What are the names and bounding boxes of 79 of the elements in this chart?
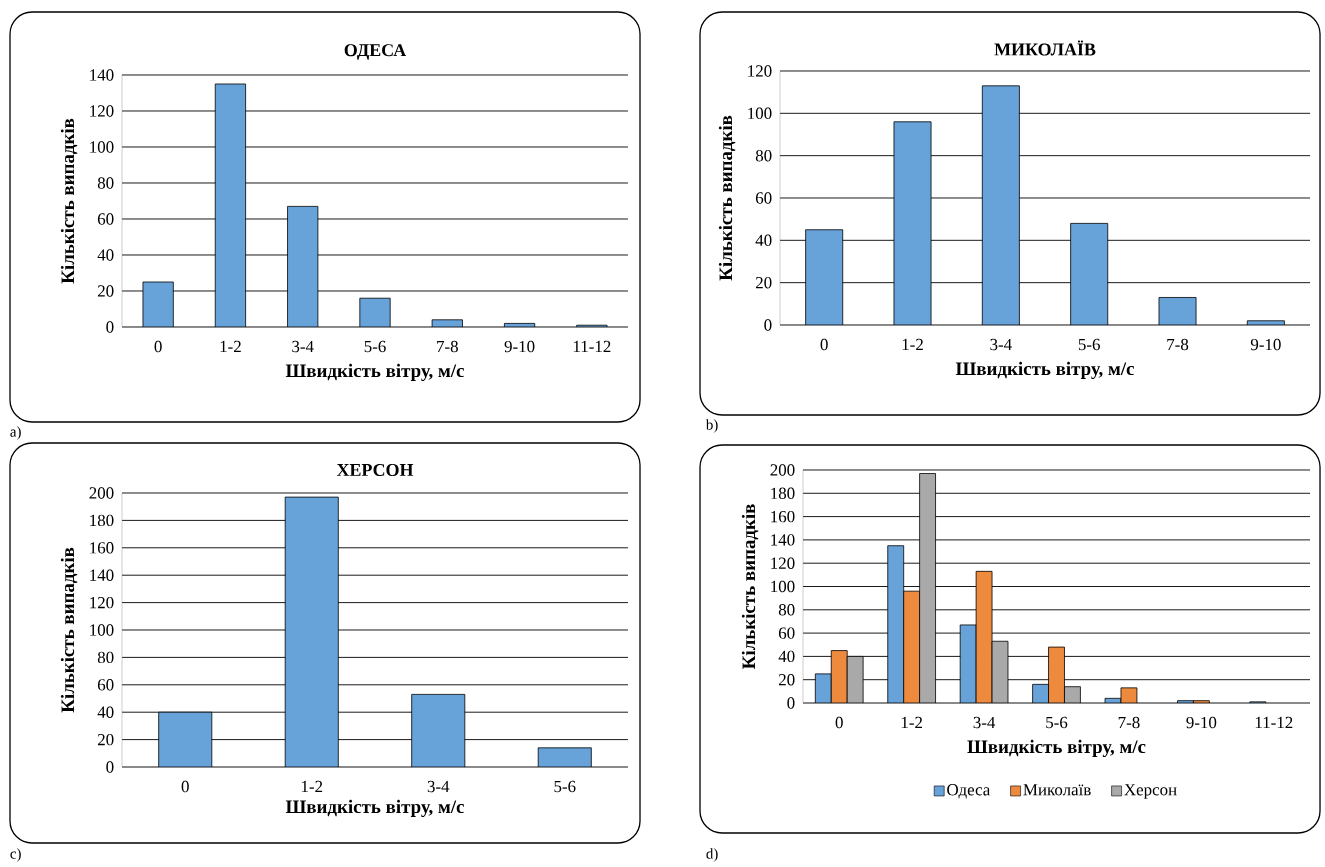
x-tick-label: 5-6 <box>1078 338 1100 351</box>
y-tick-label: 200 <box>770 464 795 476</box>
y-tick-label: 60 <box>97 213 114 225</box>
chart-title: МИКОЛАЇВ <box>994 40 1096 56</box>
x-tick-label: 9-10 <box>504 340 535 353</box>
x-tick-label: 1-2 <box>901 716 923 728</box>
chart-title: ХЕРСОН <box>336 463 414 476</box>
y-tick-label: 140 <box>771 533 795 546</box>
x-tick-label: 7-8 <box>1118 716 1140 729</box>
y-tick-label: 40 <box>778 650 795 662</box>
y-tick-label: 120 <box>90 596 114 609</box>
y-tick-label: 180 <box>90 514 114 526</box>
y-tick-label: 0 <box>787 697 795 709</box>
y-tick-label: 80 <box>778 603 795 616</box>
y-axis-title: Кількість випадків <box>60 118 78 284</box>
y-tick-label: 20 <box>97 733 114 746</box>
text: c) <box>10 848 21 862</box>
x-tick-label: 3-4 <box>973 716 996 729</box>
y-tick-label: 20 <box>755 276 772 289</box>
y-axis-title: Кількість випадків <box>741 504 759 669</box>
y-tick-label: 100 <box>90 624 114 636</box>
y-tick-label: 60 <box>97 678 114 691</box>
x-tick-label: 3-4 <box>427 780 450 793</box>
y-axis-title: Кількість випадків <box>718 115 736 281</box>
x-tick-label: 7-8 <box>1167 338 1189 351</box>
y-tick-label: 60 <box>778 627 795 639</box>
x-tick-label: 5-6 <box>1046 716 1068 729</box>
x-tick-label: 1-2 <box>220 340 241 352</box>
y-tick-label: 0 <box>106 761 114 773</box>
legend-label: Одеса <box>947 783 991 799</box>
x-tick-label: 5-6 <box>554 780 576 793</box>
x-tick-label: 11-12 <box>1255 716 1293 728</box>
y-tick-label: 100 <box>748 107 772 119</box>
x-axis-title: Швидкість вітру, м/с <box>955 361 1134 379</box>
y-tick-label: 100 <box>771 580 795 593</box>
y-tick-label: 140 <box>90 569 114 581</box>
x-axis-title: Швидкість вітру, м/с <box>285 363 464 381</box>
y-tick-label: 140 <box>90 69 114 81</box>
y-tick-label: 160 <box>90 541 114 554</box>
y-tick-label: 60 <box>755 192 772 204</box>
y-tick-label: 120 <box>748 65 772 77</box>
y-tick-label: 40 <box>97 249 114 261</box>
y-tick-label: 40 <box>97 706 114 718</box>
y-tick-label: 80 <box>97 651 114 663</box>
x-tick-label: 9-10 <box>1250 338 1281 351</box>
y-tick-label: 0 <box>764 319 772 331</box>
x-tick-label: 1-2 <box>301 780 323 792</box>
x-tick-label: 0 <box>181 780 189 793</box>
x-tick-label: 5-6 <box>364 340 386 353</box>
y-tick-label: 80 <box>97 177 114 189</box>
y-tick-label: 20 <box>97 285 114 297</box>
text: a) <box>10 426 21 440</box>
text: b) <box>705 419 718 433</box>
y-tick-label: 20 <box>778 673 795 686</box>
y-tick-label: 40 <box>755 234 772 246</box>
x-tick-label: 7-8 <box>437 340 458 353</box>
y-tick-label: 100 <box>90 141 114 153</box>
y-tick-label: 160 <box>771 510 795 523</box>
x-tick-label: 9-10 <box>1186 716 1217 729</box>
x-tick-label: 3-4 <box>292 340 314 353</box>
y-tick-label: 120 <box>771 557 795 569</box>
x-axis-title: Швидкість вітру, м/с <box>967 739 1146 757</box>
x-tick-label: 11-12 <box>573 340 611 352</box>
y-tick-label: 200 <box>89 487 114 499</box>
y-tick-label: 180 <box>771 487 795 499</box>
x-tick-label: 1-2 <box>902 338 923 350</box>
x-tick-label: 0 <box>820 338 828 351</box>
legend-label: Миколаїв <box>1023 783 1091 796</box>
y-tick-label: 120 <box>90 105 114 117</box>
x-tick-label: 0 <box>154 340 162 353</box>
text: d) <box>706 848 718 862</box>
x-tick-label: 3-4 <box>990 338 1012 351</box>
x-axis-title: Швидкість вітру, м/с <box>285 799 464 817</box>
y-tick-label: 0 <box>106 321 114 333</box>
x-tick-label: 0 <box>835 716 843 729</box>
y-tick-label: 80 <box>755 149 772 162</box>
legend-label: Херсон <box>1124 783 1177 799</box>
chart-title: ОДЕСА <box>344 43 407 60</box>
y-axis-title: Кількість випадків <box>60 547 78 713</box>
